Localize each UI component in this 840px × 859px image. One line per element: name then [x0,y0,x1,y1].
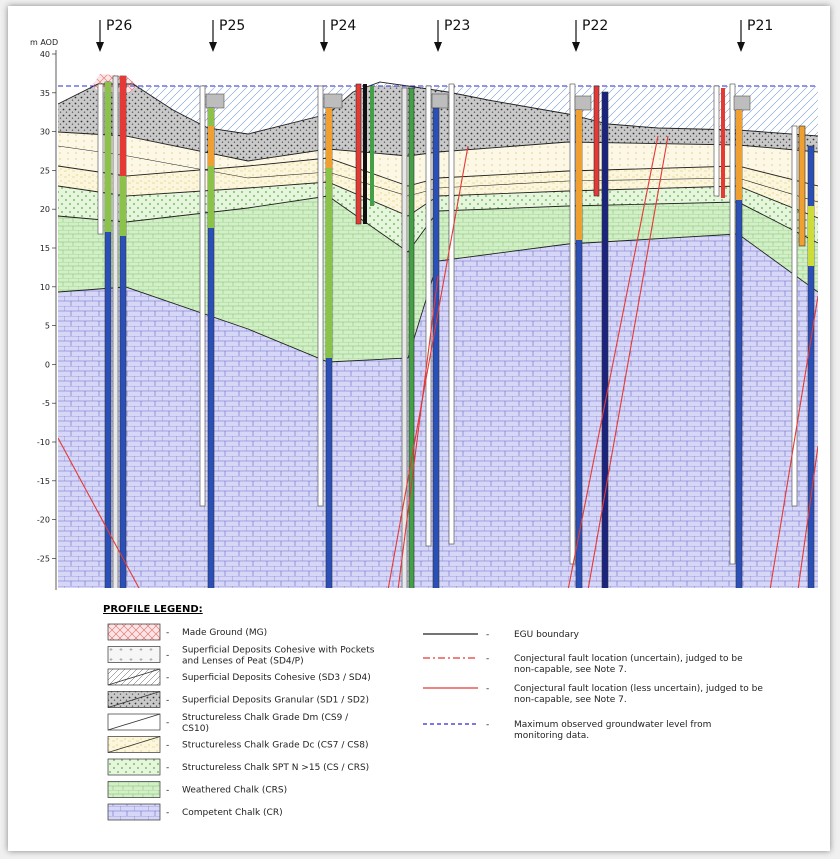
legend-dash: - [166,696,169,706]
legend-dash: - [166,786,169,796]
figure-frame: m AOD 40 35 30 25 20 15 10 5 0 -5 -10 -15 -20 -25 [8,6,830,851]
y-tick-label: 15 [40,244,50,253]
legend-swatch [107,646,161,663]
geological-cross-section: m AOD 40 35 30 25 20 15 10 5 0 -5 -10 -15 -20 -25 [30,18,818,821]
legend-label: Structureless Chalk SPT N >15 (CS / CRS) [182,763,369,773]
strata [58,74,818,588]
boreholes [97,75,815,588]
legend-label: non-capable, see Note 7. [514,665,627,675]
y-tick-label: 30 [40,128,50,137]
legend-label: Competent Chalk (CR) [182,808,283,818]
legend-label: EGU boundary [514,630,580,640]
y-tick-label: 40 [40,50,50,59]
legend-label: Made Ground (MG) [182,628,267,638]
groundwater-hatch-band [133,82,818,136]
legend-label: Superficial Deposits Cohesive with Pocke… [182,646,375,656]
legend-swatch [107,623,161,641]
legend-dash: - [486,720,489,730]
y-tick-label: 25 [40,166,50,175]
y-tick-label: 5 [45,322,50,331]
legend-label: Weathered Chalk (CRS) [182,786,287,796]
profile-label: P26 [106,18,132,34]
legend-dash: - [166,808,169,818]
legend-label: Structureless Chalk Grade Dc (CS7 / CS8) [182,741,368,751]
legend-dash: - [166,628,169,638]
profile-label: P25 [219,18,245,34]
conjectural-faults [58,135,818,588]
spt-chalk-layer [58,182,818,252]
legend-label: Superficial Deposits Cohesive (SD3 / SD4… [182,673,371,683]
y-tick-label: -15 [37,477,50,486]
profile-label: P21 [747,18,773,34]
profile-arrow-head [737,42,745,52]
profile-arrow-head [434,42,442,52]
y-tick-label: -5 [42,399,50,408]
egu-boundaries [58,81,818,363]
profile-label: P23 [444,18,470,34]
legend-label: and Lenses of Peat (SD4/P) [182,657,304,667]
legend-swatch [107,781,161,798]
profile-legend: PROFILE LEGEND: - Made Ground (MG) - Superf… [103,604,763,821]
profile-arrow-head [572,42,580,52]
legend-dash: - [166,673,169,683]
legend-dash: - [486,684,489,694]
legend-title: PROFILE LEGEND: [103,604,203,615]
profile-label: P22 [582,18,608,34]
legend-dash: - [486,654,489,664]
y-tick-label: -25 [37,554,50,563]
y-tick-label: -10 [37,438,50,447]
legend-swatch [107,758,161,776]
profile-arrow-head [320,42,328,52]
legend-dash: - [166,763,169,773]
y-tick-label: 10 [40,283,50,292]
y-tick-label: 0 [45,360,50,369]
legend-label: CS10) [182,724,209,734]
legend-label: Superficial Deposits Granular (SD1 / SD2… [182,696,369,706]
y-tick-label: 35 [40,89,50,98]
weathered-chalk-layer [58,196,818,362]
profile-markers: P26 P25 P24 P23 P22 P21 [96,18,773,52]
y-axis-ticks: 40 35 30 25 20 15 10 5 0 -5 -10 -15 -20 -25 [37,50,56,563]
legend-dash: - [486,630,489,640]
legend-dash: - [166,741,169,751]
legend-label: Structureless Chalk Grade Dm (CS9 / [182,713,349,723]
legend-label: non-capable, see Note 7. [514,695,627,705]
axis-unit-label: m AOD [30,38,58,47]
y-tick-label: -20 [37,516,50,525]
legend-label: Maximum observed groundwater level from [514,720,711,730]
legend-dash: - [166,718,169,728]
y-tick-label: 20 [40,205,50,214]
profile-label: P24 [330,18,356,34]
profile-arrow-head [209,42,217,52]
legend-label: Conjectural fault location (uncertain), … [514,654,743,664]
legend-label: Conjectural fault location (less uncerta… [514,684,763,694]
legend-swatch [107,803,161,821]
legend-dash: - [166,651,169,661]
legend-label: monitoring data. [514,731,589,741]
profile-arrow-head [96,42,104,52]
